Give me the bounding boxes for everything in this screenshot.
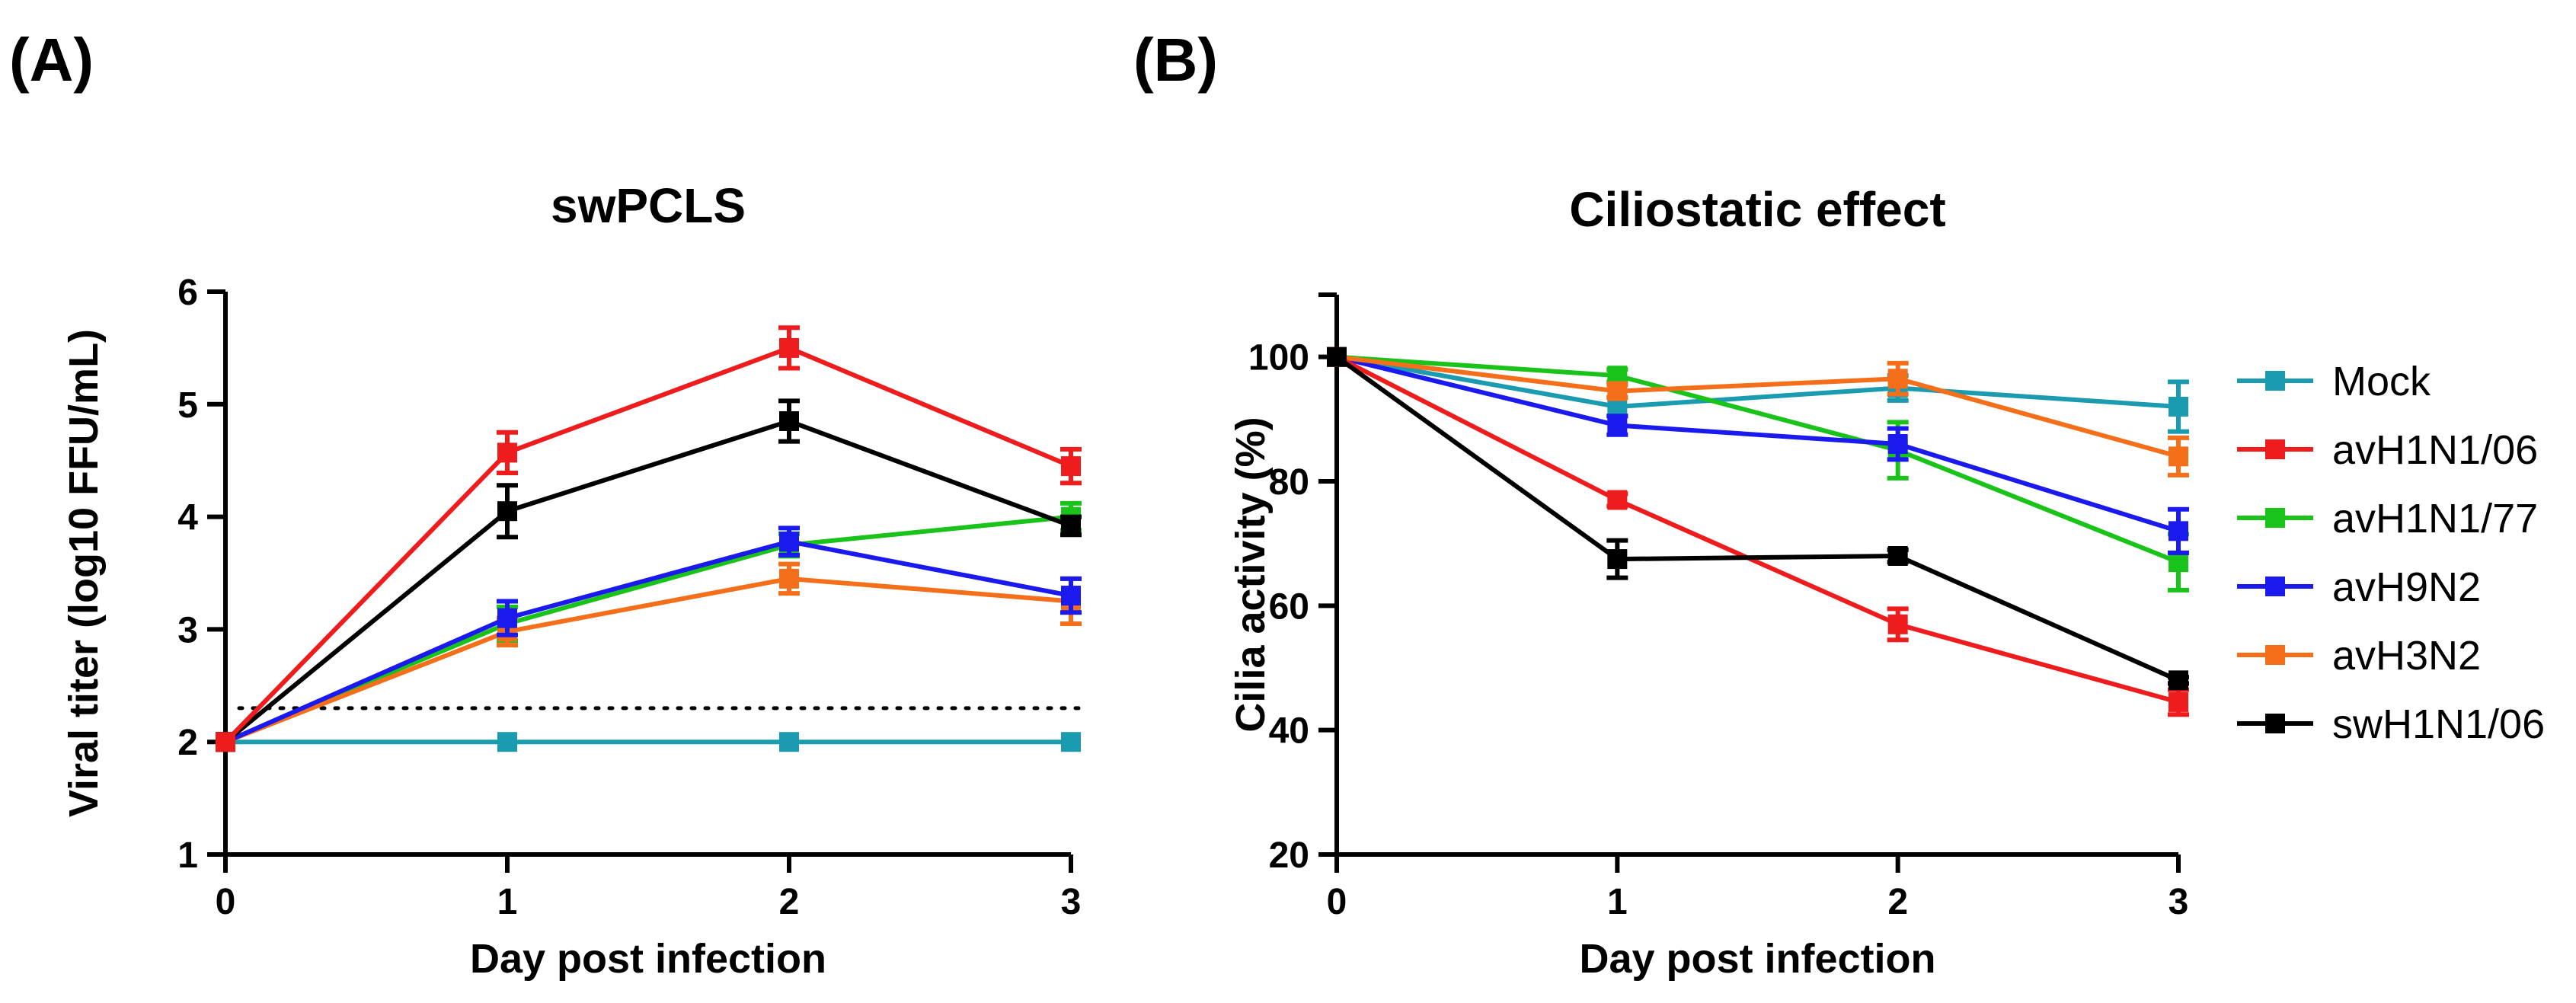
x-axis-label: Day post infection [1579,936,1935,982]
x-tick-label: 2 [1887,882,1908,922]
data-point [1327,347,1347,367]
series-line [1336,354,2180,564]
legend: Mock avH1N1/06 avH1N1/77 avH9N2 avH3N2 swH1N1… [2237,359,2545,747]
y-tick-label: 2 [177,723,198,763]
data-point [497,608,517,628]
data-point [1887,369,1908,389]
legend-label: avH1N1/77 [2332,496,2538,541]
data-point [2169,397,2188,417]
data-point [1061,586,1081,606]
series-line [1336,354,2179,410]
legend-marker [2265,577,2285,596]
legend-marker [2265,714,2285,733]
x-tick-label: 3 [1061,882,1082,922]
y-axis-label: Viral titer (log10 FFU/mL) [61,329,107,817]
y-tick-label: 20 [1269,835,1309,876]
legend-marker [2265,439,2285,459]
data-point [1607,415,1628,436]
panel-label-b: (B) [1133,26,1218,94]
series-line [1336,354,2179,534]
y-axis-label: Cilia activity (%) [1228,417,1274,732]
data-point [1061,516,1081,536]
data-point [497,732,517,752]
legend-marker [2265,508,2285,528]
x-tick-label: 0 [1327,882,1347,922]
data-point [1061,732,1081,752]
data-point [497,501,517,522]
data-point [779,568,799,589]
data-point [1607,490,1628,510]
x-tick-label: 3 [2169,882,2189,922]
legend-marker [2265,645,2285,665]
data-point [779,410,799,431]
y-tick-label: 100 [1248,338,1309,379]
x-tick-label: 2 [779,882,800,922]
data-point [2169,552,2188,573]
y-tick-label: 3 [177,610,198,650]
data-point [1607,381,1628,401]
series-line [224,514,1072,744]
legend-label: avH1N1/06 [2332,427,2538,473]
chart-title: Ciliostatic effect [1569,182,1945,237]
data-point [1887,546,1908,566]
data-point [2169,692,2188,712]
series-line [224,539,1072,744]
y-tick-label: 40 [1269,711,1309,752]
data-point [2169,670,2188,691]
y-tick-label: 4 [177,498,198,538]
legend-label: avH3N2 [2332,633,2481,679]
x-tick-label: 1 [1607,882,1628,922]
x-tick-label: 0 [216,882,236,922]
legend-marker [2265,371,2285,391]
legend-label: avH9N2 [2332,564,2481,610]
series-line [1335,355,2180,683]
data-point [1061,456,1081,477]
series-line [224,576,1072,744]
data-point [2169,446,2188,467]
data-point [1887,434,1908,454]
chart-title: swPCLS [551,178,746,233]
data-point [779,532,799,552]
panel-label-a: (A) [9,26,94,94]
series-line [224,418,1072,744]
legend-label: Mock [2332,359,2431,404]
data-point [1887,614,1908,634]
y-tick-label: 60 [1269,586,1309,627]
data-point [779,732,799,752]
y-tick-label: 1 [177,835,198,876]
x-axis-label: Day post infection [470,936,826,982]
x-tick-label: 1 [497,882,518,922]
y-tick-label: 80 [1269,462,1309,503]
data-point [779,337,799,358]
data-point [2169,521,2188,541]
legend-label: swH1N1/06 [2332,701,2545,747]
data-point [497,442,517,463]
series-line [1336,354,2179,459]
y-tick-label: 6 [177,273,198,313]
data-point [216,732,235,752]
data-point [1607,549,1628,570]
y-tick-label: 5 [177,385,198,426]
series-line [1335,354,2179,704]
chart-ciliostatic-effect: Ciliostatic effect 20 40 60 80 100 0 1 2 3 Day pos… [1228,182,2189,982]
series-line [223,345,1072,744]
